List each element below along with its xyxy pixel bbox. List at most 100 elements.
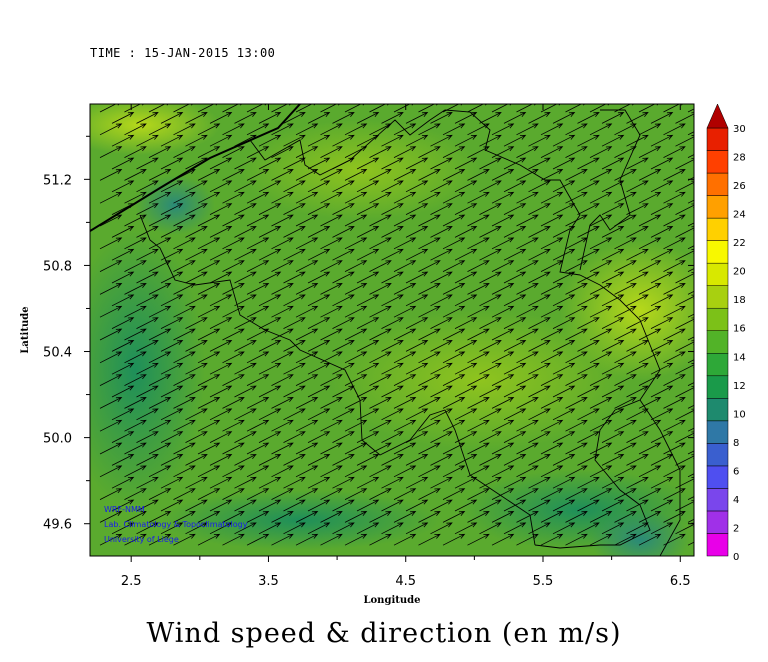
- wind-arrow: [626, 180, 649, 193]
- wind-arrow: [467, 351, 490, 364]
- wind-arrow: [528, 454, 551, 466]
- wind-arrow: [540, 123, 564, 136]
- wind-arrow: [307, 134, 331, 147]
- wind-arrow: [626, 408, 649, 421]
- wind-arrow: [173, 374, 196, 386]
- wind-arrow: [111, 476, 135, 489]
- wind-arrow: [136, 362, 159, 375]
- wind-arrow: [283, 362, 306, 375]
- wind-arrow: [479, 385, 502, 398]
- wind-arrow: [209, 408, 233, 421]
- wind-arrow: [418, 104, 439, 113]
- wind-arrow: [160, 476, 184, 489]
- wind-arrow: [124, 146, 147, 158]
- wind-arrow: [528, 271, 551, 284]
- wind-arrow: [222, 465, 245, 478]
- wind-arrow: [234, 203, 257, 215]
- wind-arrow: [320, 465, 343, 478]
- wind-arrow: [381, 112, 404, 124]
- wind-arrow: [369, 374, 392, 386]
- wind-arrow: [332, 317, 355, 329]
- wind-arrow: [540, 374, 564, 386]
- wind-arrow: [136, 203, 159, 215]
- wind-arrow: [467, 191, 490, 204]
- wind-arrow: [491, 351, 515, 364]
- wind-arrow: [454, 499, 478, 512]
- wind-arrow: [295, 419, 319, 432]
- wind-arrow: [234, 226, 257, 238]
- wind-arrow: [479, 522, 502, 535]
- wind-arrow: [222, 146, 245, 158]
- colorbar-label: 6: [733, 466, 739, 477]
- wind-arrow: [258, 134, 282, 147]
- wind-arrow: [516, 374, 539, 386]
- wind-arrow: [271, 533, 294, 546]
- wind-arrow: [589, 442, 613, 455]
- wind-arrow: [332, 454, 355, 466]
- wind-arrow: [675, 522, 694, 535]
- wind-arrow: [430, 454, 453, 466]
- wind-arrow: [173, 191, 196, 204]
- wind-arrow: [663, 374, 686, 386]
- wind-arrow: [589, 237, 613, 250]
- wind-arrow: [197, 104, 218, 113]
- wind-arrow: [675, 431, 694, 443]
- wind-arrow: [271, 123, 294, 136]
- wind-arrow: [234, 340, 257, 352]
- wind-arrow: [111, 362, 135, 375]
- colorbar-label: 24: [733, 210, 746, 221]
- wind-arrow: [320, 305, 343, 318]
- wind-arrow: [405, 385, 429, 398]
- wind-arrow: [528, 226, 551, 238]
- wind-arrow: [148, 397, 172, 409]
- x-tick-label: 6.5: [670, 574, 691, 589]
- border-belgium-netherlands: [249, 109, 581, 276]
- wind-arrow: [687, 336, 694, 341]
- wind-arrow: [601, 385, 625, 398]
- wind-arrow: [173, 104, 194, 113]
- wind-arrow: [442, 237, 466, 250]
- wind-arrow: [344, 328, 368, 341]
- wind-arrow: [577, 499, 600, 512]
- wind-arrow: [209, 112, 233, 124]
- wind-arrow: [540, 237, 564, 250]
- wind-arrow: [540, 465, 564, 478]
- wind-arrow: [626, 431, 649, 443]
- wind-arrow: [320, 533, 343, 546]
- wind-arrow: [491, 328, 515, 341]
- wind-arrow: [650, 476, 674, 489]
- wind-arrow: [528, 112, 551, 124]
- wind-arrow: [577, 362, 600, 375]
- wind-arrow: [246, 260, 270, 272]
- wind-arrow: [234, 157, 257, 170]
- wind-arrow: [614, 237, 637, 250]
- wind-arrow: [356, 226, 380, 238]
- wind-arrow: [503, 385, 527, 398]
- wind-arrow: [246, 237, 270, 250]
- wind-arrow: [160, 203, 184, 215]
- wind-arrow: [626, 157, 649, 170]
- border-germany-luxembourg: [639, 399, 681, 556]
- wind-arrow: [601, 499, 625, 512]
- wind-arrow: [295, 305, 319, 318]
- wind-arrow: [601, 134, 625, 147]
- wind-arrow: [614, 260, 637, 272]
- wind-arrow: [687, 541, 694, 546]
- wind-arrow: [491, 283, 515, 295]
- wind-arrow: [344, 351, 368, 364]
- wind-arrow: [687, 290, 694, 295]
- wind-arrow: [283, 157, 306, 170]
- plot-area: WRF-NMM Lab. Climatology & Topoclimatolog…: [90, 104, 694, 556]
- wind-arrow: [136, 157, 159, 170]
- wind-arrow: [430, 522, 453, 535]
- wind-arrow: [320, 260, 343, 272]
- wind-arrow: [295, 191, 319, 204]
- wind-arrow: [99, 237, 123, 250]
- wind-arrow: [516, 442, 539, 455]
- coastline: [90, 104, 301, 232]
- wind-arrow: [442, 214, 466, 227]
- wind-arrow: [136, 522, 159, 535]
- wind-arrow: [454, 522, 478, 535]
- y-axis-label: Latitude: [20, 306, 31, 353]
- wind-arrow: [295, 237, 319, 250]
